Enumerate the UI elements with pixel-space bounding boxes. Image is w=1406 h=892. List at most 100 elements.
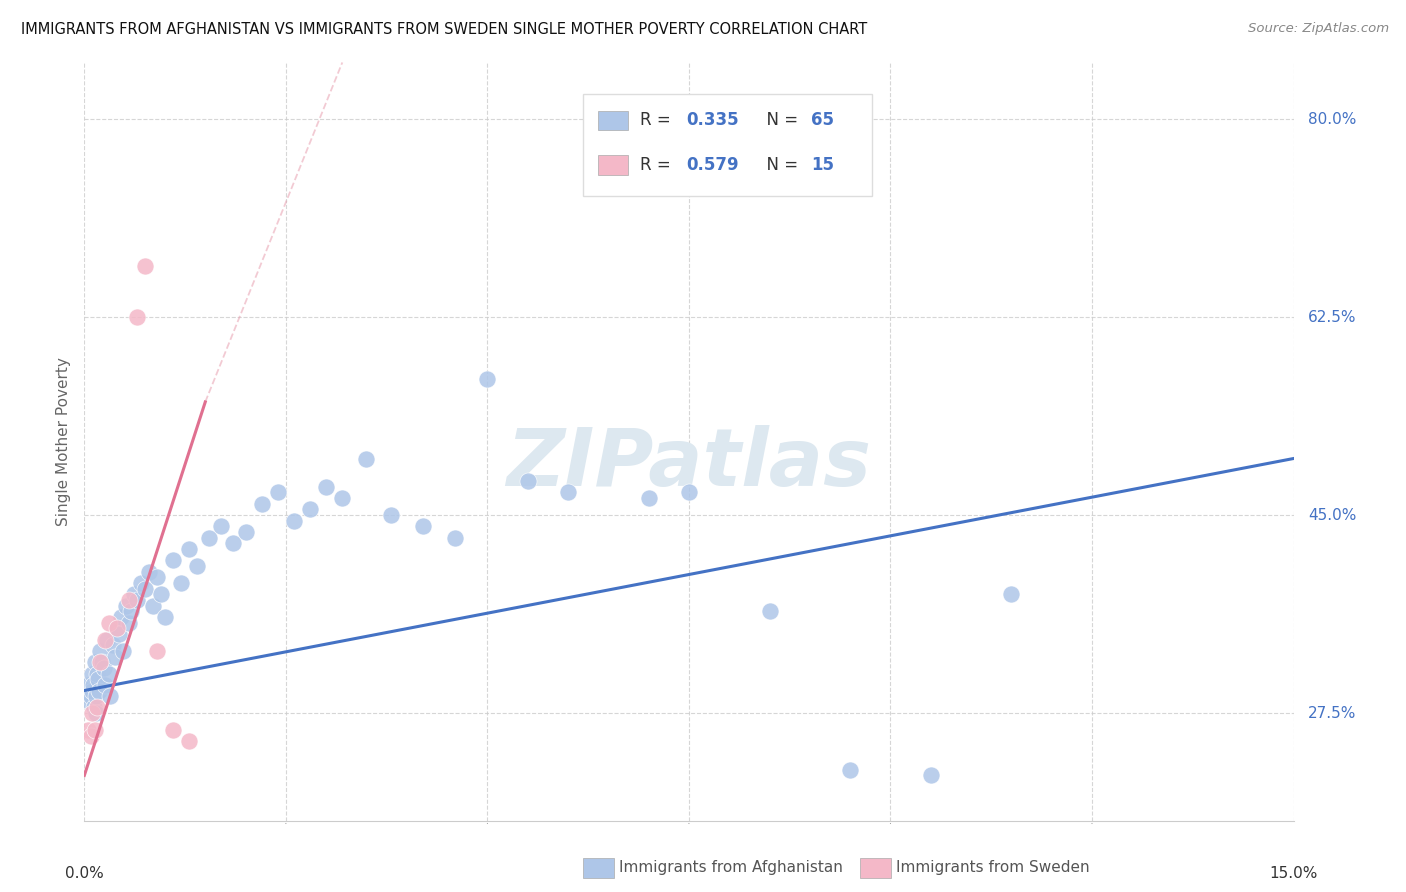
Point	[105, 621, 128, 635]
Text: 0.335: 0.335	[686, 112, 738, 129]
Point	[86, 706, 108, 720]
Point	[94, 678, 117, 692]
Text: R =: R =	[640, 156, 676, 174]
Point	[299, 502, 322, 516]
Point	[118, 593, 141, 607]
Point	[98, 689, 121, 703]
Text: N =: N =	[756, 112, 804, 129]
Text: 45.0%: 45.0%	[1308, 508, 1357, 523]
Point	[198, 531, 221, 545]
Text: Source: ZipAtlas.com: Source: ZipAtlas.com	[1249, 22, 1389, 36]
Text: Immigrants from Afghanistan: Immigrants from Afghanistan	[619, 860, 842, 874]
Text: 0.579: 0.579	[686, 156, 738, 174]
Point	[86, 666, 108, 681]
Point	[89, 655, 111, 669]
Point	[179, 734, 201, 748]
Text: 65: 65	[811, 112, 834, 129]
Point	[330, 491, 353, 505]
Point	[77, 678, 100, 692]
Point	[82, 683, 104, 698]
Point	[86, 700, 108, 714]
Point	[84, 689, 107, 703]
Point	[637, 491, 659, 505]
Point	[477, 372, 499, 386]
Point	[179, 542, 201, 557]
Point	[105, 621, 128, 635]
Point	[118, 615, 141, 630]
Point	[89, 644, 111, 658]
Point	[134, 259, 156, 273]
Point	[83, 723, 105, 738]
Text: N =: N =	[756, 156, 804, 174]
Point	[162, 553, 184, 567]
Point	[235, 524, 257, 539]
Point	[678, 485, 700, 500]
Point	[108, 627, 131, 641]
Point	[839, 763, 862, 777]
Point	[80, 666, 103, 681]
Text: R =: R =	[640, 112, 676, 129]
Point	[209, 519, 232, 533]
Point	[149, 587, 172, 601]
Point	[83, 655, 105, 669]
Point	[97, 666, 120, 681]
Point	[80, 689, 103, 703]
Point	[125, 593, 148, 607]
Point	[120, 604, 142, 618]
Point	[80, 729, 103, 743]
Point	[222, 536, 245, 550]
Point	[267, 485, 290, 500]
Y-axis label: Single Mother Poverty: Single Mother Poverty	[56, 357, 72, 526]
Point	[83, 700, 105, 714]
Point	[82, 678, 104, 692]
Text: IMMIGRANTS FROM AFGHANISTAN VS IMMIGRANTS FROM SWEDEN SINGLE MOTHER POVERTY CORR: IMMIGRANTS FROM AFGHANISTAN VS IMMIGRANT…	[21, 22, 868, 37]
Text: ZIPatlas: ZIPatlas	[506, 425, 872, 503]
Point	[134, 582, 156, 596]
Text: 80.0%: 80.0%	[1308, 112, 1357, 127]
Point	[920, 768, 942, 782]
Point	[315, 480, 337, 494]
Point	[250, 497, 273, 511]
Point	[162, 723, 184, 738]
Text: 27.5%: 27.5%	[1308, 706, 1357, 721]
Text: Immigrants from Sweden: Immigrants from Sweden	[896, 860, 1090, 874]
Point	[93, 661, 115, 675]
Point	[1000, 587, 1022, 601]
Point	[356, 451, 378, 466]
Point	[91, 655, 114, 669]
Point	[170, 576, 193, 591]
Point	[97, 615, 120, 630]
Text: 15: 15	[811, 156, 834, 174]
Point	[146, 644, 169, 658]
Text: 0.0%: 0.0%	[65, 866, 104, 881]
Point	[758, 604, 780, 618]
Point	[125, 310, 148, 324]
Point	[93, 632, 115, 647]
Point	[142, 599, 165, 613]
Point	[146, 570, 169, 584]
Point	[516, 474, 538, 488]
Point	[283, 514, 305, 528]
Point	[82, 706, 104, 720]
Point	[96, 632, 118, 647]
Point	[444, 531, 467, 545]
Point	[153, 610, 176, 624]
Point	[79, 695, 101, 709]
Point	[138, 565, 160, 579]
Point	[129, 576, 152, 591]
Point	[412, 519, 434, 533]
Point	[77, 723, 100, 738]
Point	[104, 649, 127, 664]
Text: 62.5%: 62.5%	[1308, 310, 1357, 325]
Point	[186, 559, 208, 574]
Point	[101, 638, 124, 652]
Point	[87, 672, 110, 686]
Point	[115, 599, 138, 613]
Point	[557, 485, 579, 500]
Point	[380, 508, 402, 522]
Point	[112, 644, 135, 658]
Point	[124, 587, 146, 601]
Point	[87, 683, 110, 698]
Text: 15.0%: 15.0%	[1270, 866, 1317, 881]
Point	[110, 610, 132, 624]
